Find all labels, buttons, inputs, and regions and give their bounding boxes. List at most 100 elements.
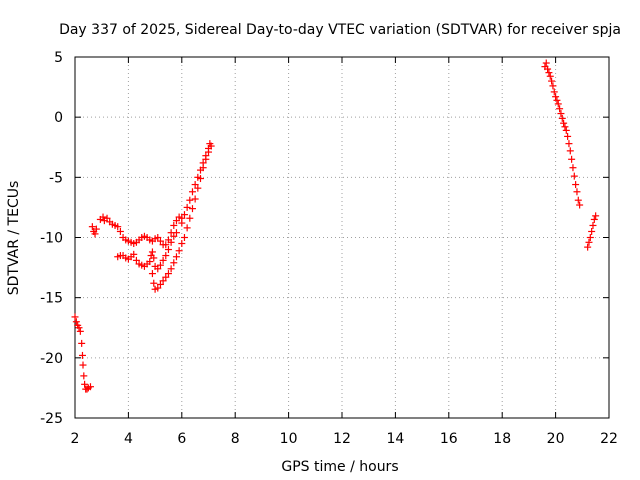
data-point — [186, 196, 194, 204]
data-point — [180, 234, 188, 241]
data-point — [589, 221, 597, 229]
data-point — [91, 230, 99, 238]
x-tick-label: 6 — [177, 431, 186, 447]
data-point — [560, 119, 568, 127]
x-tick-label: 18 — [493, 431, 511, 447]
data-point — [159, 256, 167, 264]
x-tick-label: 14 — [386, 431, 404, 447]
data-point — [167, 265, 175, 273]
data-point — [202, 152, 210, 160]
data-point — [588, 227, 596, 235]
data-point — [148, 248, 156, 256]
data-point — [76, 327, 84, 335]
data-point — [180, 211, 188, 219]
data-point — [164, 270, 172, 278]
x-tick-label: 2 — [71, 431, 80, 447]
data-point — [172, 229, 180, 237]
x-tick-label: 12 — [333, 431, 351, 447]
x-axis-label: GPS time / hours — [281, 459, 398, 475]
data-point — [86, 383, 94, 391]
chart-title: Day 337 of 2025, Sidereal Day-to-day VTE… — [59, 22, 621, 38]
data-point — [570, 172, 578, 180]
y-axis-label: SDTVAR / TECUs — [6, 181, 22, 296]
data-point — [154, 265, 162, 273]
data-point — [576, 201, 584, 209]
data-point — [549, 82, 557, 90]
data-point — [548, 77, 556, 85]
data-point — [584, 243, 592, 251]
x-tick-label: 10 — [280, 431, 298, 447]
x-tick-label: 4 — [124, 431, 133, 447]
y-tick-label: -20 — [40, 351, 63, 367]
data-point — [585, 238, 593, 246]
y-tick-label: 5 — [54, 50, 63, 66]
data-point — [170, 259, 178, 267]
data-point — [188, 188, 196, 196]
data-point — [172, 217, 180, 225]
data-point — [556, 105, 564, 113]
data-point — [569, 164, 577, 172]
data-point — [183, 203, 191, 211]
axis-ticks: 2 4 6 8 10 12 14 16 18 20 22 5 0 -5 -10 -15 -20 -25 — [40, 50, 618, 447]
data-point — [550, 88, 558, 96]
data-point — [194, 184, 202, 192]
data-point — [552, 93, 560, 101]
data-point — [71, 313, 79, 321]
data-point — [553, 96, 561, 104]
data-point — [196, 166, 204, 174]
data-point — [572, 181, 580, 189]
data-point — [72, 318, 80, 326]
data-point — [561, 123, 569, 131]
data-point — [150, 279, 158, 287]
data-point — [81, 380, 89, 388]
data-point — [162, 252, 170, 260]
data-point — [154, 234, 162, 241]
data-point — [191, 195, 199, 203]
data-point — [566, 147, 574, 155]
data-point — [194, 173, 202, 181]
data-point — [130, 250, 138, 258]
data-point — [573, 188, 581, 196]
grid — [75, 57, 609, 418]
data-point — [565, 140, 573, 148]
data-point — [170, 232, 178, 240]
data-point — [554, 100, 562, 108]
data-point — [132, 256, 140, 264]
data-point — [148, 270, 156, 278]
data-point — [199, 159, 207, 167]
data-point — [568, 155, 576, 163]
data-point — [188, 205, 196, 213]
data-point — [159, 277, 167, 285]
data-point — [558, 114, 566, 122]
data-points — [71, 59, 600, 393]
data-point — [162, 241, 170, 249]
data-point — [88, 223, 96, 231]
data-point — [574, 196, 582, 204]
data-point — [546, 72, 554, 80]
data-point — [172, 253, 180, 261]
data-point — [542, 59, 550, 67]
data-point — [183, 224, 191, 232]
data-point — [592, 212, 600, 220]
data-point — [75, 324, 83, 332]
y-tick-label: -5 — [49, 170, 63, 186]
data-point — [205, 144, 212, 152]
data-point — [562, 126, 570, 134]
x-tick-label: 22 — [600, 431, 618, 447]
data-point — [103, 214, 111, 222]
data-point — [586, 234, 594, 241]
data-point — [156, 261, 164, 269]
data-point — [178, 240, 186, 248]
data-point — [78, 339, 86, 347]
data-point — [170, 221, 178, 229]
data-point — [564, 132, 572, 140]
data-point — [146, 258, 154, 266]
y-tick-label: -10 — [40, 231, 63, 247]
data-point — [162, 273, 170, 281]
y-tick-label: 0 — [54, 110, 63, 126]
data-point — [114, 223, 122, 231]
data-point — [544, 65, 552, 73]
data-point — [164, 246, 172, 254]
data-point — [167, 238, 175, 246]
